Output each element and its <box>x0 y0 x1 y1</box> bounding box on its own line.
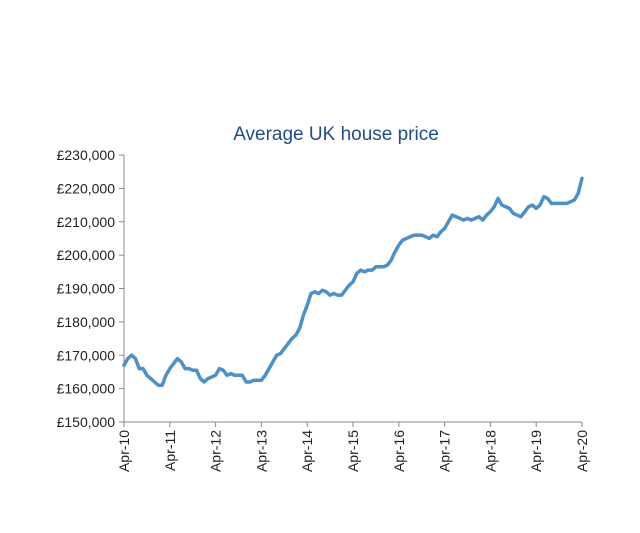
x-tick-label: Apr-20 <box>574 430 590 472</box>
y-tick-label: £220,000 <box>57 180 116 196</box>
x-tick-label: Apr-11 <box>162 430 178 471</box>
y-tick-label: £180,000 <box>57 314 116 330</box>
y-tick-label: £200,000 <box>57 247 116 263</box>
x-tick-label: Apr-10 <box>116 430 132 472</box>
y-tick-label: £150,000 <box>57 414 116 430</box>
x-tick-label: Apr-16 <box>391 430 407 472</box>
y-tick-label: £170,000 <box>57 347 116 363</box>
y-tick-label: £190,000 <box>57 281 116 297</box>
x-tick-label: Apr-19 <box>528 430 544 472</box>
price-line <box>122 176 584 388</box>
x-tick-label: Apr-12 <box>208 430 224 472</box>
x-tick-label: Apr-17 <box>437 430 453 472</box>
y-tick-label: £210,000 <box>57 214 116 230</box>
x-tick-label: Apr-15 <box>345 430 361 472</box>
y-tick-label: £160,000 <box>57 381 116 397</box>
chart-title: Average UK house price <box>233 124 439 145</box>
x-tick-label: Apr-14 <box>299 430 315 472</box>
x-tick-label: Apr-18 <box>482 430 498 472</box>
x-tick-label: Apr-13 <box>253 430 269 472</box>
y-tick-label: £230,000 <box>57 147 116 163</box>
